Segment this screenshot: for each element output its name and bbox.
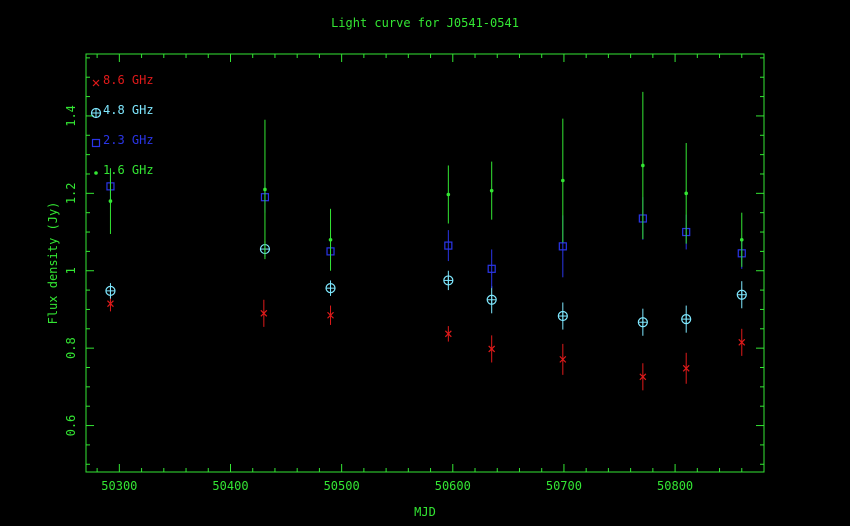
square-marker [558, 242, 567, 251]
x-tick-label: 50300 [101, 479, 137, 493]
x-marker [559, 355, 567, 363]
y-tick-label: 0.6 [64, 415, 78, 437]
dot-marker [561, 178, 565, 183]
circle-plus-marker [637, 317, 648, 328]
dot-marker [489, 188, 494, 193]
circle-plus-marker [443, 275, 454, 286]
legend: 8.6 GHz 4.8 GHz 2.3 GHz 1.6 GHz [90, 73, 154, 177]
axes-group: 50300 50400 50500 50600 50700 50800 0.6 0.8 1 1.2… [64, 54, 765, 493]
x-axis-label: MJD [414, 505, 436, 519]
legend-label: 1.6 GHz [103, 163, 154, 177]
series-square [106, 168, 746, 289]
y-axis-label: Flux density (Jy) [46, 202, 60, 325]
dot-marker [684, 191, 688, 196]
x-marker [444, 330, 452, 338]
dot-marker [641, 163, 645, 168]
x-marker [682, 364, 690, 372]
x-tick-label: 50600 [435, 479, 471, 493]
x-marker [738, 338, 746, 346]
x-marker [327, 311, 334, 319]
x-marker [107, 300, 114, 308]
circle-plus-marker [90, 107, 102, 119]
data-marks [105, 91, 747, 391]
x-tick-label: 50800 [657, 479, 693, 493]
y-tick-label: 0.8 [64, 337, 78, 359]
dot-marker [446, 192, 451, 197]
square-marker [487, 264, 496, 273]
circle-plus-marker [325, 283, 336, 294]
legend-label: 2.3 GHz [103, 133, 154, 147]
series-x [107, 295, 746, 391]
series-dot [108, 91, 744, 271]
plot-frame [85, 53, 765, 473]
dot-marker [263, 187, 267, 192]
circle-plus-marker [105, 285, 116, 296]
dot-marker [328, 237, 333, 242]
x-marker [92, 79, 100, 87]
legend-label: 4.8 GHz [103, 103, 154, 117]
dot-marker [94, 171, 98, 175]
y-tick-label: 1.2 [64, 182, 78, 204]
circle-plus-marker [736, 289, 747, 300]
circle-plus-marker [486, 294, 497, 305]
circle-plus-marker [557, 310, 568, 322]
x-tick-label: 50500 [324, 479, 360, 493]
x-marker [488, 345, 496, 353]
dot-marker [108, 199, 113, 203]
y-tick-label: 1 [64, 267, 78, 274]
circle-plus-marker [681, 314, 692, 325]
dot-marker [739, 237, 744, 242]
square-marker [91, 138, 101, 148]
chart-title: Light curve for J0541-0541 [331, 16, 519, 30]
y-tick-label: 1.4 [64, 105, 78, 127]
series-circle-plus [105, 241, 747, 336]
square-marker [444, 241, 453, 250]
x-tick-label: 50700 [546, 479, 582, 493]
legend-label: 8.6 GHz [103, 73, 154, 87]
x-marker [639, 373, 647, 381]
x-tick-label: 50400 [212, 479, 248, 493]
x-marker [260, 309, 268, 317]
